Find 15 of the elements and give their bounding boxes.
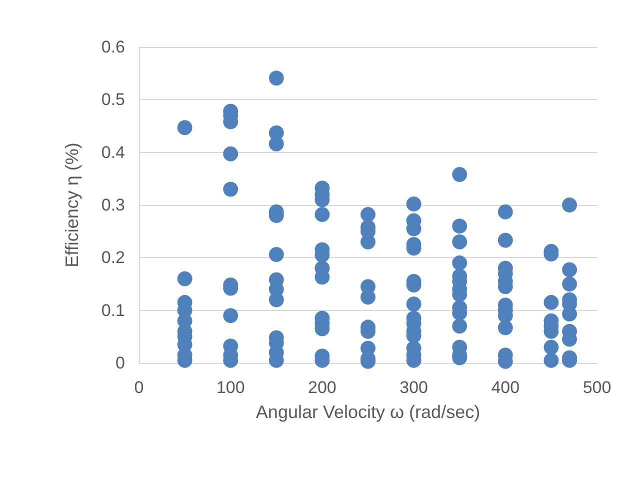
x-axis-title: Angular Velocity ω (rad/sec) <box>256 402 480 422</box>
x-tick-label: 200 <box>308 378 336 397</box>
x-tick-label: 100 <box>216 378 245 397</box>
x-tick-label: 500 <box>582 378 612 397</box>
x-tick-label: 400 <box>491 378 520 397</box>
y-tick-label: 0 <box>116 354 125 372</box>
x-tick-label: 0 <box>134 378 144 397</box>
x-tick-label: 300 <box>400 378 428 397</box>
y-tick-label: 0.5 <box>101 90 125 110</box>
y-tick-label: 0.6 <box>101 38 125 56</box>
y-tick-label: 0.4 <box>101 142 125 162</box>
y-tick-label: 0.1 <box>101 300 125 320</box>
y-tick-label: 0.3 <box>101 196 125 214</box>
y-tick-label: 0.2 <box>101 248 125 268</box>
y-axis-title: Efficiency η (%) <box>62 142 82 268</box>
